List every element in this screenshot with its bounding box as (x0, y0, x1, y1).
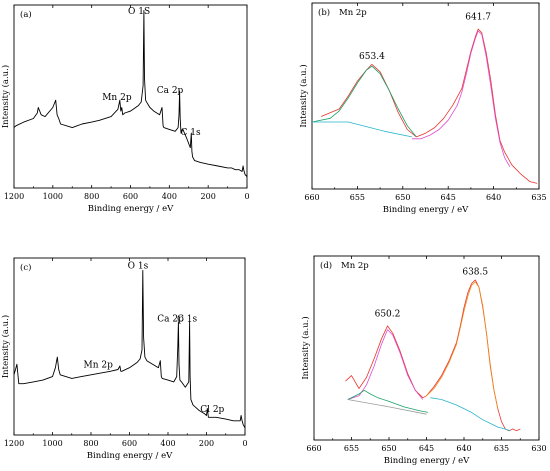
x-tick-label: 200 (199, 439, 214, 448)
x-tick-label: 1200 (4, 439, 24, 448)
peak-annotation: Mn 2p (83, 361, 113, 371)
x-tick-label: 1000 (42, 439, 62, 448)
x-tick-label: 645 (441, 193, 456, 202)
peak-annotation: Cl 2p (200, 405, 224, 415)
panel-title: Mn 2p (339, 8, 367, 18)
series-line-3 (411, 30, 511, 167)
x-tick-label: 0 (242, 439, 247, 448)
x-tick-label: 645 (419, 444, 434, 453)
panel-label: (c) (20, 262, 31, 273)
x-tick-label: 800 (83, 439, 98, 448)
x-axis-title: Binding energy / eV (383, 205, 469, 215)
peak-annotation: 641.7 (465, 13, 491, 23)
x-tick-label: 200 (201, 192, 216, 201)
x-tick-label: 635 (494, 444, 509, 453)
x-tick-label: 600 (123, 192, 138, 201)
peak-annotation: C 1s (180, 128, 200, 138)
x-axis-title: Binding energy / eV (87, 451, 173, 461)
x-tick-label: 650 (381, 444, 396, 453)
series-line-3 (347, 399, 427, 415)
x-axis-title: Binding energy / eV (384, 456, 470, 466)
x-tick-label: 800 (84, 192, 99, 201)
panel-b: 660 655 650 645 640 635 Binding energy / eV Int… (298, 2, 547, 215)
x-tick-label: 660 (306, 444, 321, 453)
series-line-0 (13, 269, 246, 429)
plot-frame (311, 2, 540, 190)
y-axis-title: Intensity (a.u.) (0, 315, 11, 378)
series-line-2 (347, 389, 429, 413)
x-tick-label: 400 (160, 439, 175, 448)
series-line-5 (430, 397, 511, 432)
x-tick-label: 640 (456, 444, 471, 453)
peak-annotation: O 1S (128, 7, 150, 17)
panel-title: Mn 2p (341, 261, 369, 271)
peak-annotation: Ca 2p (157, 315, 184, 325)
peak-annotation: 638.5 (462, 267, 488, 277)
x-tick-label: 1200 (4, 192, 24, 201)
peak-annotation: 653.4 (359, 52, 385, 62)
series-line-1 (311, 65, 417, 138)
x-tick-label: 600 (122, 439, 137, 448)
series-line-0 (345, 279, 521, 432)
panel-a: 1200 1000 800 600 400 200 0 Binding energy / eV… (0, 4, 250, 214)
series-line-2 (312, 121, 412, 138)
x-tick-label: 650 (395, 193, 410, 202)
panel-label: (a) (20, 9, 32, 20)
peak-annotation: C 1s (177, 315, 197, 325)
series-line-0 (320, 28, 538, 184)
y-axis-title: Intensity (a.u.) (300, 316, 311, 379)
x-tick-label: 660 (304, 193, 319, 202)
panel-d: 660 655 650 645 640 635 630 Binding energy / eV… (300, 255, 547, 466)
peak-annotation: Ca 2p (157, 86, 184, 96)
peak-annotation: 650.2 (375, 310, 401, 320)
x-tick-label: 655 (344, 444, 359, 453)
x-axis-title: Binding energy / eV (88, 204, 174, 214)
series-line-1 (347, 329, 424, 400)
panel-label: (b) (318, 7, 330, 18)
series-line-4 (426, 281, 499, 409)
peak-annotation: O 1s (128, 262, 149, 272)
series-line-0 (13, 10, 248, 178)
y-axis-title: Intensity (a.u.) (298, 64, 309, 127)
peak-annotation: Mn 2p (102, 93, 132, 103)
x-tick-label: 655 (350, 193, 365, 202)
y-axis-title: Intensity (a.u.) (0, 65, 11, 128)
x-tick-label: 0 (244, 192, 249, 201)
x-tick-label: 1000 (43, 192, 63, 201)
panel-c: 1200 1000 800 600 400 200 0 Binding energy / eV… (0, 257, 248, 461)
x-tick-label: 630 (531, 444, 546, 453)
x-tick-label: 635 (531, 193, 546, 202)
x-tick-label: 640 (486, 193, 501, 202)
panel-label: (d) (320, 260, 332, 271)
x-tick-label: 400 (162, 192, 177, 201)
